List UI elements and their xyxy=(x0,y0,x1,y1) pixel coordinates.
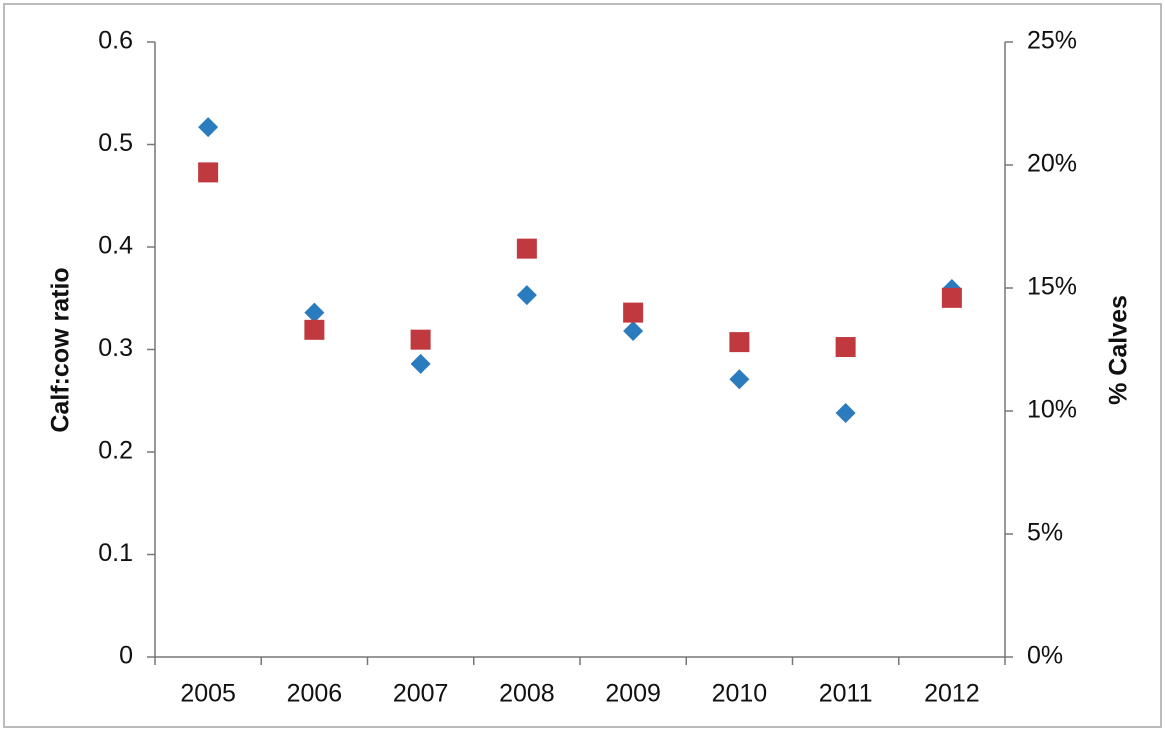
y2-tick-label: 0% xyxy=(1027,642,1063,670)
point xyxy=(729,332,750,353)
y-tick-label: 0.5 xyxy=(98,129,133,157)
chart-frame xyxy=(3,3,1162,728)
y2-tick-label: 20% xyxy=(1027,150,1077,178)
y-tick-label: 0.4 xyxy=(98,232,133,260)
y-tick-label: 0.3 xyxy=(98,334,133,362)
y-axis-title: Calf:cow ratio xyxy=(47,267,75,432)
point xyxy=(941,287,962,308)
point xyxy=(835,337,856,358)
point xyxy=(516,285,537,306)
y2-tick-label: 25% xyxy=(1027,27,1077,55)
point xyxy=(623,321,644,342)
point xyxy=(729,369,750,390)
point xyxy=(410,329,431,350)
point xyxy=(198,117,219,138)
y2-axis-title: % Calves xyxy=(1105,295,1133,405)
point xyxy=(198,162,219,183)
x-tick-label: 2005 xyxy=(180,680,236,708)
x-tick-label: 2012 xyxy=(924,680,980,708)
y2-tick-label: 10% xyxy=(1027,396,1077,424)
x-tick-label: 2011 xyxy=(819,680,873,708)
point xyxy=(304,302,325,323)
x-tick-label: 2008 xyxy=(499,680,555,708)
point xyxy=(623,302,644,323)
y2-tick-label: 15% xyxy=(1027,273,1077,301)
y-tick-label: 0 xyxy=(119,642,133,670)
point xyxy=(835,403,856,424)
y-tick-label: 0.1 xyxy=(98,539,133,567)
x-tick-label: 2009 xyxy=(605,680,661,708)
y-tick-label: 0.2 xyxy=(98,437,133,465)
y-tick-label: 0.6 xyxy=(98,27,133,55)
x-tick-label: 2006 xyxy=(287,680,343,708)
y2-tick-label: 5% xyxy=(1027,519,1063,547)
point xyxy=(410,353,431,374)
point xyxy=(304,319,325,340)
point xyxy=(516,238,537,259)
x-tick-label: 2007 xyxy=(393,680,449,708)
x-tick-label: 2010 xyxy=(712,680,768,708)
